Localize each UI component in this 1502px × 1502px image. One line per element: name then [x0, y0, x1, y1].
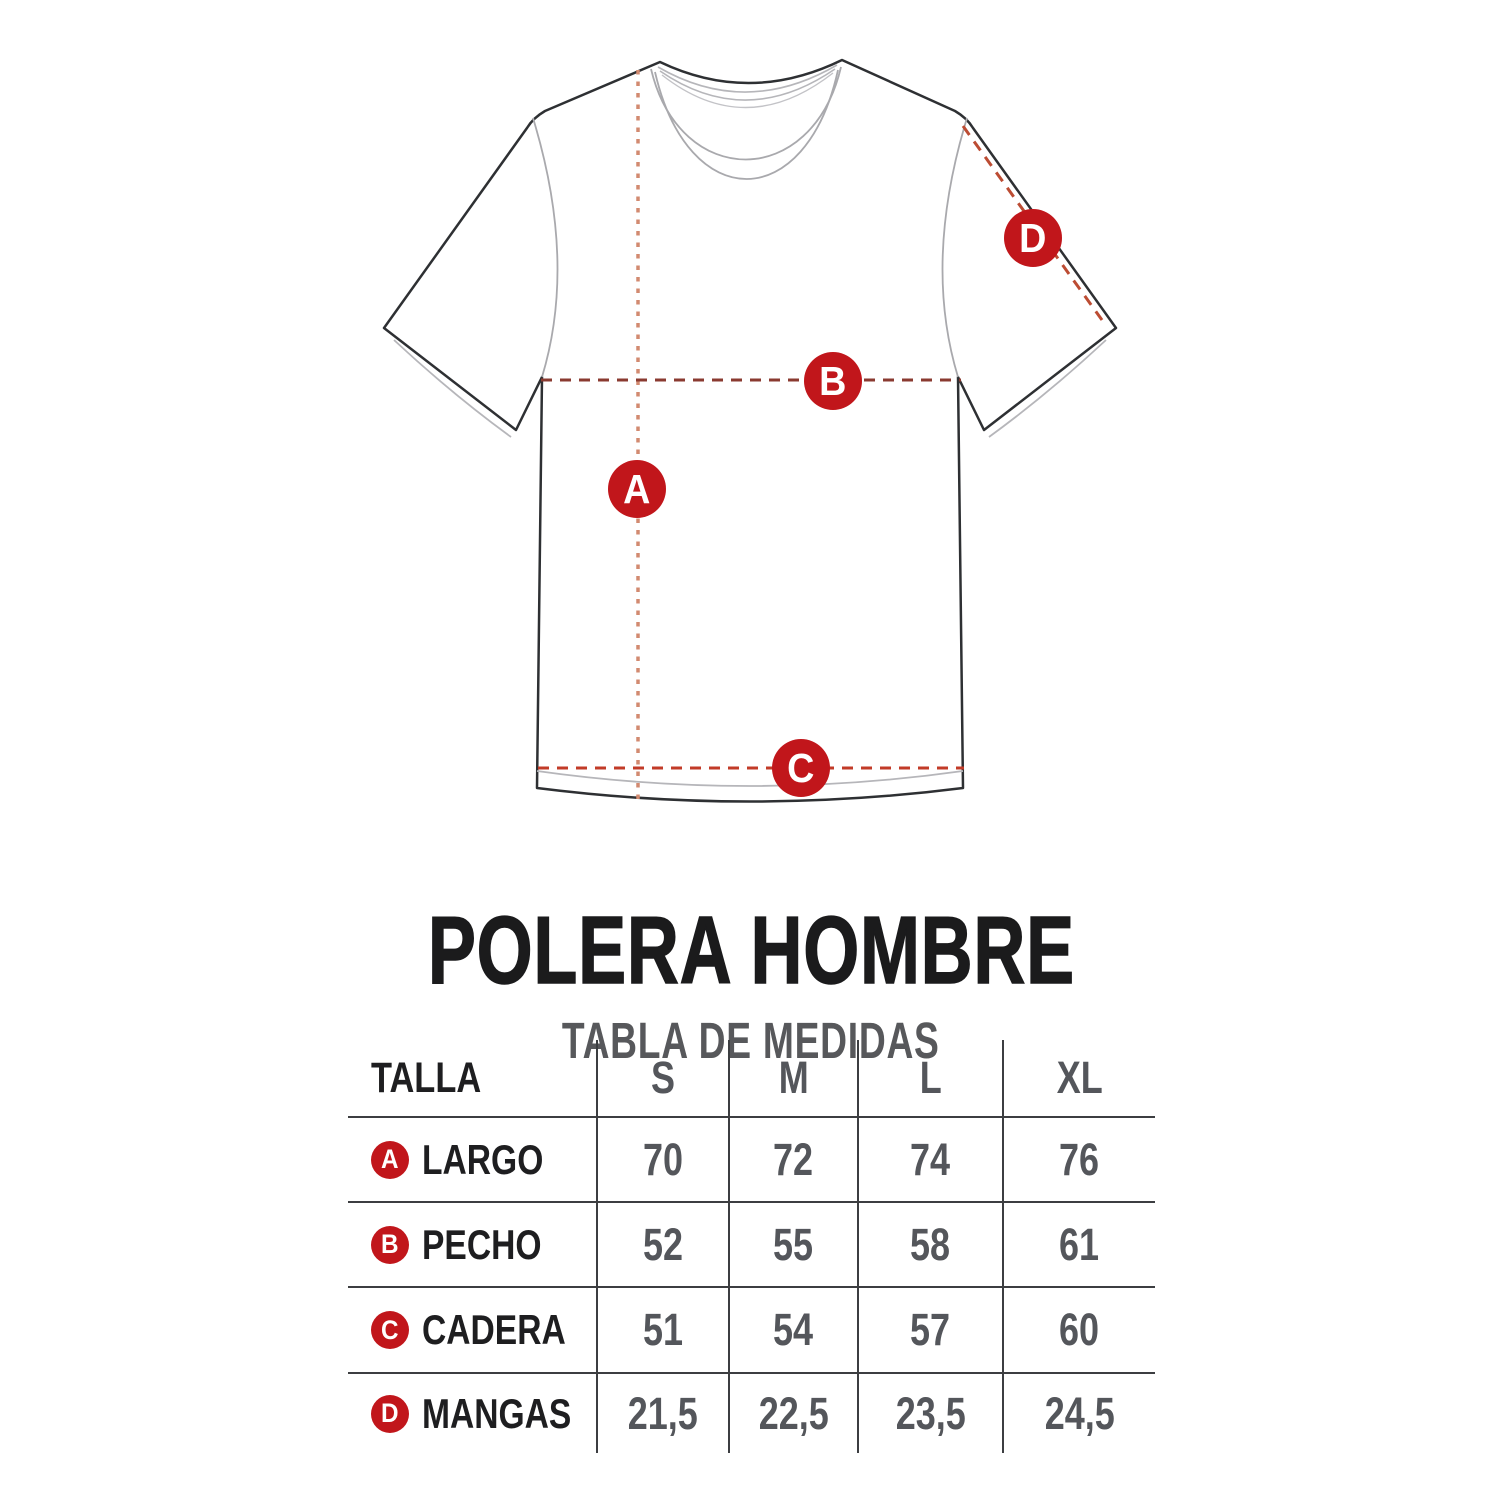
value-cell: 55	[728, 1203, 857, 1288]
value-cell: 22,5	[728, 1374, 857, 1453]
measure-marker-b: B	[804, 352, 862, 410]
value-cell: 60	[1002, 1288, 1155, 1374]
value-cell: 74	[857, 1118, 1002, 1203]
value-cell: 51	[596, 1288, 728, 1374]
row-badge-c: C	[371, 1311, 409, 1349]
value-cell: 24,5	[1002, 1374, 1155, 1453]
page-title: POLERA HOMBRE	[0, 897, 1502, 1004]
size-column-header: S	[596, 1040, 728, 1118]
measure-marker-a: A	[608, 460, 666, 518]
marker-letter: A	[623, 465, 651, 512]
row-badge-b: B	[371, 1225, 409, 1264]
armhole-seam-left	[532, 117, 559, 378]
row-label-mangas: D MANGAS	[348, 1374, 596, 1453]
neckline-inner	[654, 69, 839, 180]
page-subtitle: TABLA DE MEDIDAS	[0, 1015, 1502, 1066]
row-label-largo: A LARGO	[348, 1118, 596, 1203]
value-cell: 23,5	[857, 1374, 1002, 1453]
table-header-talla: TALLA	[348, 1040, 596, 1118]
row-badge-a: A	[371, 1140, 409, 1179]
size-column-header: XL	[1002, 1040, 1155, 1118]
value-cell: 54	[728, 1288, 857, 1374]
marker-letter: D	[1019, 214, 1047, 261]
cuff-stitch-right	[988, 339, 1107, 438]
value-cell: 72	[728, 1118, 857, 1203]
size-column-header: L	[857, 1040, 1002, 1118]
title-block: POLERA HOMBRE TABLA DE MEDIDAS	[0, 897, 1502, 1066]
size-table: TALLA S M L XL A LARGO 70 72 74 76 B PEC…	[348, 1040, 1155, 1453]
measure-marker-c: C	[772, 739, 830, 797]
tshirt-outline	[382, 58, 1118, 803]
value-cell: 58	[857, 1203, 1002, 1288]
armhole-seam-right	[941, 117, 968, 378]
value-cell: 61	[1002, 1203, 1155, 1288]
row-label-cadera: C CADERA	[348, 1288, 596, 1374]
size-column-header: M	[728, 1040, 857, 1118]
value-cell: 76	[1002, 1118, 1155, 1203]
collar-rib-line	[657, 64, 838, 93]
value-cell: 70	[596, 1118, 728, 1203]
value-cell: 21,5	[596, 1374, 728, 1453]
cuff-stitch-left	[393, 339, 512, 438]
value-cell: 57	[857, 1288, 1002, 1374]
measure-marker-d: D	[1004, 209, 1062, 267]
collar-rib-line	[661, 72, 834, 109]
page-subtitle-text: TABLA DE MEDIDAS	[562, 1012, 940, 1069]
value-cell: 52	[596, 1203, 728, 1288]
marker-letter: C	[787, 744, 815, 791]
row-badge-d: D	[371, 1394, 409, 1433]
hem-stitch	[536, 770, 964, 787]
row-label-pecho: B PECHO	[348, 1203, 596, 1288]
collar-rib-line	[659, 68, 836, 101]
page-title-text: POLERA HOMBRE	[427, 897, 1075, 1004]
marker-letter: B	[819, 357, 847, 404]
